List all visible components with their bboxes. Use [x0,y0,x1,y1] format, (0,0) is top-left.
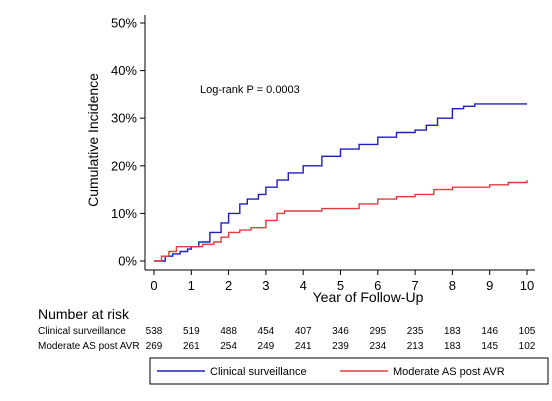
risk-cell: 407 [295,326,312,337]
y-tick-label: 50% [111,16,137,31]
log-rank-annotation: Log-rank P = 0.0003 [200,84,300,96]
x-tick-label: 10 [520,278,534,293]
risk-cell: 183 [444,341,461,352]
risk-cell: 269 [146,341,163,352]
risk-cell: 249 [258,341,275,352]
risk-cell: 234 [369,341,386,352]
series-line-clinical-surveillance [154,103,527,262]
risk-row-label-moderate-as: Moderate AS post AVR [38,341,140,352]
y-tick-label: 20% [111,158,137,173]
x-tick-label: 5 [337,278,344,293]
x-tick-label: 6 [374,278,381,293]
x-tick-label: 4 [300,278,307,293]
risk-cell: 213 [407,341,424,352]
y-axis-ticks: 0% 10% 20% 30% 40% 50% [111,16,145,269]
risk-cell: 102 [519,341,536,352]
y-tick-label: 30% [111,111,137,126]
risk-cell: 183 [444,326,461,337]
risk-cell: 519 [183,326,200,337]
x-axis-title: Year of Follow-Up [313,289,424,305]
x-tick-label: 7 [411,278,418,293]
x-tick-label: 1 [188,278,195,293]
x-tick-label: 3 [262,278,269,293]
risk-cell: 295 [369,326,386,337]
risk-cell: 105 [519,326,536,337]
risk-cell: 346 [332,326,349,337]
risk-cell: 261 [183,341,200,352]
risk-cell: 254 [220,341,237,352]
x-tick-label: 2 [225,278,232,293]
legend-label-clinical-surveillance: Clinical surveillance [210,366,307,378]
y-axis-title: Cumulative Incidence [85,73,101,207]
y-tick-label: 0% [118,254,137,269]
y-tick-label: 40% [111,63,137,78]
legend: Clinical surveillance Moderate AS post A… [149,357,549,385]
risk-cell: 146 [481,326,498,337]
risk-cell: 454 [258,326,275,337]
series-layer [154,103,528,262]
risk-cell: 538 [146,326,163,337]
risk-cell: 241 [295,341,312,352]
plot-area [144,15,535,271]
risk-cell: 235 [407,326,424,337]
x-tick-label: 0 [150,278,157,293]
risk-table-values: 538 519 488 454 407 346 295 235 183 146 105 269 261 2… [146,326,536,352]
x-axis-ticks: 0 1 2 3 4 5 6 7 8 9 10 [150,270,534,293]
risk-row-label-clinical: Clinical surveillance [38,326,126,337]
x-tick-label: 9 [486,278,493,293]
risk-cell: 145 [481,341,498,352]
y-tick-label: 10% [111,206,137,221]
risk-cell: 488 [220,326,237,337]
risk-table-title: Number at risk [38,306,130,322]
series-line-moderate-as-post-avr [154,180,528,262]
x-tick-label: 8 [449,278,456,293]
legend-label-moderate-as-post-avr: Moderate AS post AVR [393,366,505,378]
risk-cell: 239 [332,341,349,352]
